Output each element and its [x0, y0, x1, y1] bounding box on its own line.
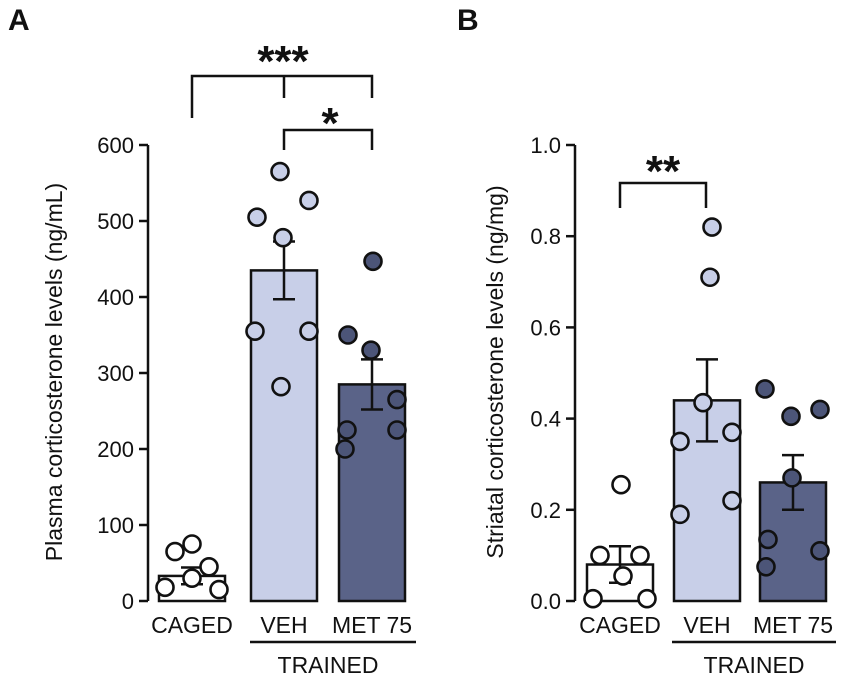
- data-point: [810, 541, 830, 561]
- y-tick-label: 200: [97, 437, 134, 462]
- data-point: [758, 529, 778, 550]
- y-tick-label: 0.0: [530, 589, 561, 614]
- data-point: [335, 439, 355, 459]
- y-tick-label: 500: [97, 209, 134, 234]
- data-point: [155, 577, 175, 598]
- y-tick-label: 400: [97, 285, 134, 310]
- data-point: [781, 406, 801, 427]
- y-tick-label: 0.6: [530, 315, 561, 340]
- trained-group-label-a: TRAINED: [278, 652, 379, 678]
- data-point: [755, 379, 775, 399]
- significance-label-veh-met75: *: [321, 99, 339, 148]
- bar-veh: [249, 269, 319, 603]
- y-tick-label: 0.4: [530, 407, 561, 432]
- data-point: [199, 556, 219, 577]
- significance-label-caged-trained: ***: [257, 37, 309, 86]
- data-point: [613, 566, 633, 586]
- y-tick-label: 1.0: [530, 133, 561, 158]
- data-point: [337, 420, 357, 440]
- data-point: [299, 190, 319, 211]
- data-point: [670, 504, 690, 525]
- panel-b: B Striatal corticosterone levels (ng/mg)…: [457, 4, 836, 678]
- y-tick-label: 300: [97, 361, 134, 386]
- data-point: [583, 588, 603, 609]
- data-point: [273, 227, 293, 248]
- y-tick-label: 100: [97, 513, 134, 538]
- data-point: [182, 568, 202, 589]
- y-axis-title-b: Striatal corticosterone levels (ng/mg): [482, 185, 508, 558]
- data-point: [756, 556, 776, 577]
- bar-met-75: [337, 383, 407, 603]
- data-point: [782, 468, 802, 488]
- data-point: [245, 321, 265, 342]
- significance-bracket-caged-veh: [618, 181, 708, 208]
- panel-a: A Plasma corticosterone levels (ng/mL) 0…: [8, 4, 416, 678]
- data-point: [590, 545, 610, 566]
- significance-label-caged-veh: **: [646, 147, 681, 196]
- data-point: [637, 588, 657, 609]
- y-axis-title-a: Plasma corticosterone levels (ng/mL): [41, 183, 67, 561]
- data-point: [722, 422, 742, 443]
- panel-letter-b: B: [457, 4, 479, 37]
- data-point: [247, 207, 267, 227]
- data-point: [299, 321, 319, 342]
- data-point: [387, 420, 407, 440]
- data-point: [209, 579, 229, 600]
- data-point: [693, 392, 713, 413]
- significance-bracket-veh-met75: [282, 128, 374, 150]
- data-point: [270, 161, 290, 182]
- y-tick-label: 0.2: [530, 498, 561, 523]
- data-point: [363, 251, 383, 272]
- panel-letter-a: A: [8, 4, 30, 37]
- x-category-label: CAGED: [579, 612, 661, 638]
- data-point: [182, 534, 202, 554]
- x-category-label: MET 75: [753, 612, 833, 638]
- x-category-label: VEH: [683, 612, 730, 638]
- data-point: [361, 340, 381, 361]
- y-tick-label: 0: [122, 589, 134, 614]
- data-point: [611, 474, 631, 495]
- significance-bracket-caged-trained: [190, 74, 374, 118]
- y-tick-label: 600: [97, 133, 134, 158]
- y-tick-label: 0.8: [530, 224, 561, 249]
- x-category-label: MET 75: [332, 612, 412, 638]
- data-point: [670, 431, 690, 452]
- data-point: [810, 399, 830, 420]
- data-point: [271, 376, 291, 397]
- data-point: [630, 545, 650, 566]
- data-point: [722, 490, 742, 511]
- data-point: [700, 267, 720, 288]
- data-point: [338, 325, 358, 345]
- x-category-label: VEH: [260, 612, 307, 638]
- x-category-label: CAGED: [151, 612, 233, 638]
- trained-group-label-b: TRAINED: [704, 652, 805, 678]
- data-point: [165, 541, 185, 562]
- data-point: [702, 217, 722, 237]
- data-point: [387, 389, 407, 410]
